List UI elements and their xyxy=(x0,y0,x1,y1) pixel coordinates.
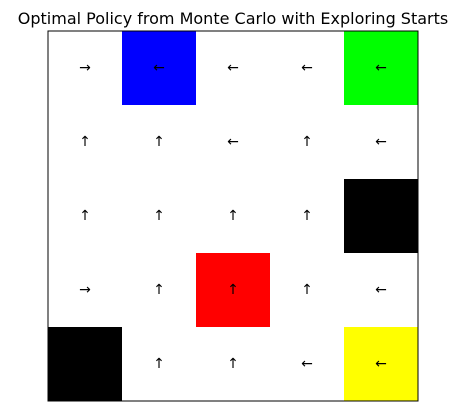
grid-cell-r2-c0 xyxy=(48,179,122,253)
policy-arrow-r0-c2: ← xyxy=(227,60,239,76)
policy-arrow-r0-c1: ← xyxy=(153,60,165,76)
grid-cell-r4-c2 xyxy=(196,327,270,401)
grid-cell-r4-c4 xyxy=(344,327,418,401)
grid-cell-r0-c3 xyxy=(270,31,344,105)
grid-cell-r1-c4 xyxy=(344,105,418,179)
policy-arrow-r1-c1: ↑ xyxy=(153,134,165,150)
policy-arrow-r2-c1: ↑ xyxy=(153,208,165,224)
policy-arrow-r4-c3: ← xyxy=(301,356,313,372)
grid-cell-r4-c1 xyxy=(122,327,196,401)
grid-cell-r2-c1 xyxy=(122,179,196,253)
grid-cell-r0-c4 xyxy=(344,31,418,105)
policy-arrow-r2-c0: ↑ xyxy=(79,208,91,224)
policy-arrow-r3-c0: → xyxy=(79,282,91,298)
policy-arrow-r4-c4: ← xyxy=(375,356,387,372)
grid-cell-r3-c1 xyxy=(122,253,196,327)
grid-cell-r3-c3 xyxy=(270,253,344,327)
policy-arrow-r1-c0: ↑ xyxy=(79,134,91,150)
policy-arrow-r4-c2: ↑ xyxy=(227,356,239,372)
grid-cell-r0-c1 xyxy=(122,31,196,105)
policy-arrow-r3-c2: ↑ xyxy=(227,282,239,298)
policy-arrow-r3-c3: ↑ xyxy=(301,282,313,298)
grid-cell-r0-c2 xyxy=(196,31,270,105)
policy-arrow-r1-c2: ← xyxy=(227,134,239,150)
policy-arrow-r0-c0: → xyxy=(79,60,91,76)
policy-arrow-r1-c3: ↑ xyxy=(301,134,313,150)
grid-frame xyxy=(47,30,419,402)
policy-arrow-r2-c2: ↑ xyxy=(227,208,239,224)
grid-cell-r3-c4 xyxy=(344,253,418,327)
grid-cell-r2-c4 xyxy=(344,179,418,253)
policy-arrow-r2-c3: ↑ xyxy=(301,208,313,224)
grid-cells xyxy=(48,31,418,401)
grid-cell-r4-c0 xyxy=(48,327,122,401)
grid-cell-r3-c0 xyxy=(48,253,122,327)
grid-cell-r2-c3 xyxy=(270,179,344,253)
policy-arrow-r3-c4: ← xyxy=(375,282,387,298)
grid-cell-r4-c3 xyxy=(270,327,344,401)
policy-arrow-r4-c1: ↑ xyxy=(153,356,165,372)
grid-cell-r2-c2 xyxy=(196,179,270,253)
chart-title: Optimal Policy from Monte Carlo with Exp… xyxy=(18,9,448,28)
policy-arrow-r1-c4: ← xyxy=(375,134,387,150)
grid-cell-r1-c2 xyxy=(196,105,270,179)
grid-cell-r1-c3 xyxy=(270,105,344,179)
policy-arrow-r0-c4: ← xyxy=(375,60,387,76)
grid-cell-r3-c2 xyxy=(196,253,270,327)
grid-cell-r0-c0 xyxy=(48,31,122,105)
grid-cell-r1-c1 xyxy=(122,105,196,179)
grid-cell-r1-c0 xyxy=(48,105,122,179)
policy-arrow-r0-c3: ← xyxy=(301,60,313,76)
policy-arrows: → ← ← ← ← ↑ ↑ ← ↑ ← ↑ ↑ ↑ ↑ → ↑ ↑ ↑ ← ↑ ↑ ← ← xyxy=(79,60,387,372)
policy-arrow-r3-c1: ↑ xyxy=(153,282,165,298)
